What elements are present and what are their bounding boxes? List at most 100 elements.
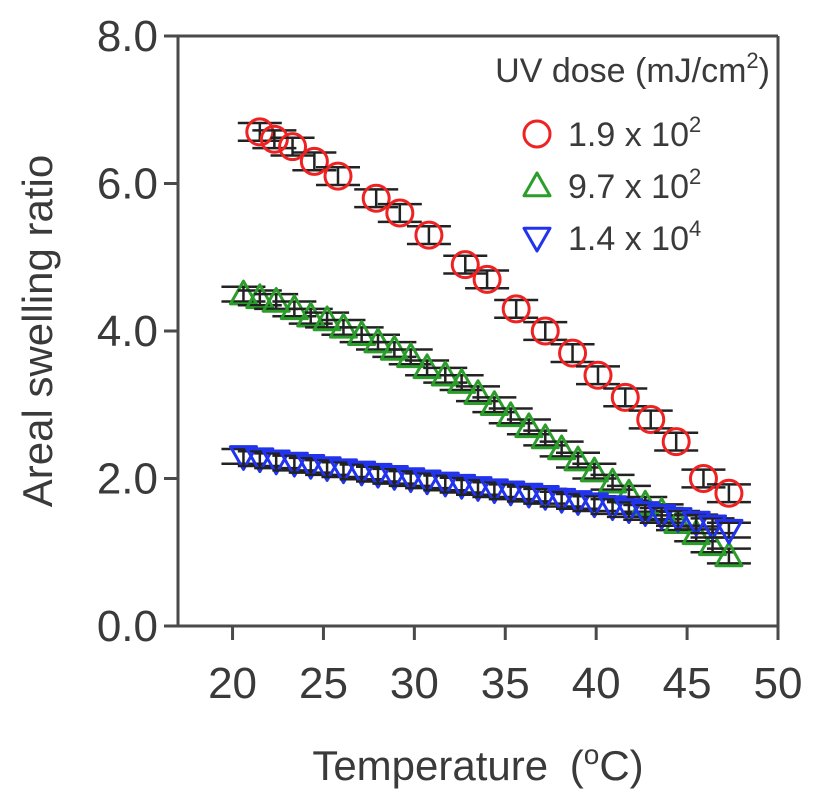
y-ticks: 0.0 2.0 4.0 6.0 8.0 — [97, 12, 178, 651]
data-point — [379, 465, 409, 491]
data-point — [347, 460, 377, 487]
data-point — [463, 379, 493, 405]
data-point — [447, 368, 477, 394]
data-point — [312, 305, 342, 332]
y-axis-title: Areal swelling ratio — [14, 155, 61, 508]
x-tick-label: 30 — [390, 659, 439, 708]
data-point — [245, 447, 275, 474]
legend-entry: 9.7 x 102 — [522, 164, 701, 206]
data-point — [450, 250, 480, 280]
data-point — [259, 124, 289, 154]
data-point — [245, 283, 275, 310]
data-point — [472, 264, 502, 294]
data-point — [328, 458, 358, 485]
data-point — [363, 462, 393, 489]
data-point — [296, 453, 326, 480]
axes — [176, 34, 780, 628]
data-point — [312, 456, 342, 482]
data-point — [228, 445, 258, 471]
data-point — [279, 451, 309, 478]
data-point — [579, 456, 609, 483]
legend-entry: 1.9 x 102 — [522, 112, 701, 154]
legend-label: 1.4 x 104 — [568, 216, 701, 258]
data-point — [414, 220, 444, 250]
data-point — [636, 405, 666, 434]
y-tick-label: 8.0 — [97, 12, 158, 61]
x-tick-label: 25 — [299, 659, 348, 708]
data-point — [412, 469, 442, 496]
data-point — [714, 478, 744, 508]
data-point — [279, 294, 309, 321]
data-point — [563, 490, 593, 516]
data-point — [579, 492, 609, 519]
data-point — [514, 482, 544, 509]
data-point — [563, 445, 593, 472]
x-tick-label: 45 — [663, 659, 712, 708]
x-ticks: 20 25 30 35 40 45 50 — [208, 626, 802, 708]
data-point — [261, 287, 291, 313]
data-point — [714, 541, 744, 568]
data-point — [714, 518, 744, 545]
legend-marker — [522, 226, 552, 253]
data-point — [323, 161, 353, 191]
data-point — [261, 449, 291, 476]
data-point — [412, 353, 442, 380]
data-point — [663, 507, 693, 533]
data-point — [396, 342, 426, 369]
y-tick-label: 6.0 — [97, 160, 158, 209]
data-point — [479, 390, 509, 416]
legend-entry: 1.4 x 104 — [522, 216, 701, 258]
data-point — [278, 132, 308, 162]
data-point — [514, 412, 544, 439]
data-point — [385, 198, 415, 228]
x-tick-label: 40 — [572, 659, 621, 708]
data-point — [583, 360, 613, 390]
data-point — [547, 434, 577, 461]
legend-label: 9.7 x 102 — [568, 164, 701, 206]
legend-label: 1.9 x 102 — [568, 112, 701, 154]
data-point — [558, 338, 588, 368]
data-point — [501, 294, 531, 324]
x-axis-title: Temperature (oC) — [312, 739, 643, 789]
data-point — [530, 423, 560, 450]
data-point — [479, 478, 509, 505]
x-tick-label: 50 — [754, 659, 803, 708]
data-point — [661, 427, 691, 457]
data-point — [447, 473, 477, 500]
legend-marker — [522, 119, 552, 149]
series-layer — [221, 117, 751, 568]
data-point — [299, 146, 329, 176]
data-point — [598, 467, 628, 494]
data-point — [463, 476, 493, 502]
data-point — [430, 360, 460, 387]
series-3 — [221, 445, 751, 545]
x-tick-label: 35 — [481, 659, 530, 708]
data-point — [496, 480, 526, 507]
data-point — [610, 382, 640, 412]
data-point — [688, 464, 718, 493]
data-point — [347, 320, 377, 346]
legend-marker — [522, 171, 552, 198]
data-point — [547, 487, 577, 514]
data-point — [245, 117, 275, 147]
data-point — [379, 334, 409, 361]
data-point — [361, 183, 391, 213]
data-point — [228, 279, 258, 306]
data-point — [396, 467, 426, 493]
legend: UV dose (mJ/cm2) 1.9 x 102 9.7 x 102 1.4 x… — [495, 48, 770, 258]
y-tick-label: 4.0 — [97, 307, 158, 356]
data-point — [363, 327, 393, 354]
series-1 — [237, 117, 751, 508]
x-tick-label: 20 — [208, 659, 257, 708]
legend-entries: 1.9 x 102 9.7 x 102 1.4 x 104 — [522, 112, 701, 258]
y-tick-label: 2.0 — [97, 455, 158, 504]
data-point — [496, 401, 526, 428]
y-tick-label: 0.0 — [97, 602, 158, 651]
data-point — [328, 312, 358, 339]
data-point — [296, 301, 326, 328]
data-point — [698, 530, 728, 557]
data-point — [430, 471, 460, 498]
legend-title: UV dose (mJ/cm2) — [495, 48, 770, 90]
data-point — [530, 316, 560, 346]
